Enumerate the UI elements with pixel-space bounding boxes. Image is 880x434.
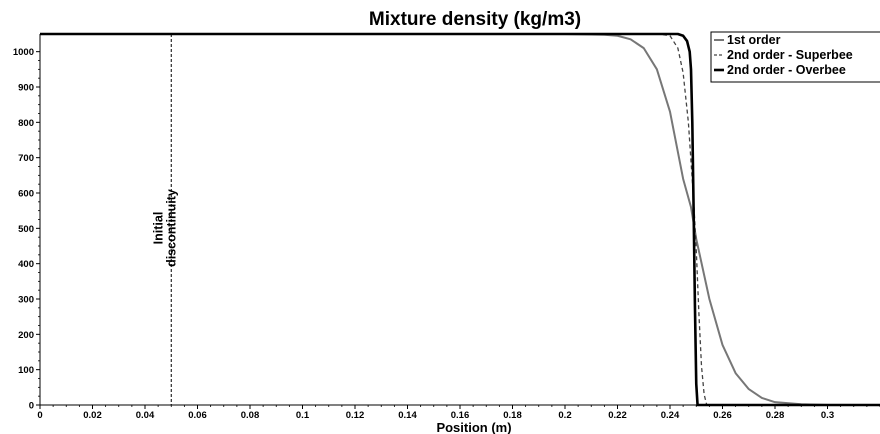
legend-label: 2nd order - Overbee — [727, 63, 846, 77]
chart-title: Mixture density (kg/m3) — [369, 9, 581, 30]
y-tick-label: 300 — [18, 295, 34, 306]
annotation-line: Initial — [151, 212, 165, 245]
series-line-3 — [40, 32, 880, 407]
x-tick-label: 0.08 — [241, 410, 260, 421]
y-tick-label: 400 — [18, 259, 34, 270]
y-tick-label: 500 — [18, 224, 34, 235]
y-tick-label: 700 — [18, 153, 34, 164]
x-tick-label: 0.06 — [188, 410, 207, 421]
x-tick-label: 0.26 — [713, 410, 732, 421]
y-tick-label: 100 — [18, 365, 34, 376]
x-tick-label: 0.28 — [766, 410, 785, 421]
x-tick-label: 0.24 — [661, 410, 680, 421]
series-line-2 — [40, 33, 880, 406]
x-tick-label: 0.04 — [136, 410, 155, 421]
x-axis-label: Position (m) — [436, 420, 511, 434]
y-tick-label: 600 — [18, 189, 34, 200]
x-tick-label: 0 — [37, 410, 42, 421]
y-tick-label: 200 — [18, 330, 34, 341]
x-tick-label: 0.02 — [83, 410, 102, 421]
y-tick-label: 800 — [18, 118, 34, 129]
x-tick-label: 0.1 — [296, 410, 310, 421]
annotation-layer: Initialdiscontinuity — [151, 34, 178, 405]
x-tick-label: 0.12 — [346, 410, 365, 421]
initial-discontinuity-label: Initialdiscontinuity — [151, 189, 178, 267]
axes-layer: 0 0.02 0.04 0.06 0.08 0.1 0.12 0.14 0.16 0.18 0.2 0… — [13, 34, 880, 421]
x-tick-label: 0.2 — [558, 410, 571, 421]
legend-label: 1st order — [727, 33, 781, 47]
y-tick-label: 0 — [29, 401, 34, 412]
series-layer — [40, 32, 880, 407]
y-tick-label: 1000 — [13, 47, 34, 58]
x-tick-label: 0.3 — [821, 410, 834, 421]
legend-box — [710, 31, 880, 83]
x-tick-label: 0.16 — [451, 410, 470, 421]
x-tick-label: 0.18 — [503, 410, 522, 421]
y-tick-label: 900 — [18, 83, 34, 94]
x-tick-label: 0.22 — [608, 410, 627, 421]
annotation-line: discontinuity — [164, 189, 178, 267]
legend-label: 2nd order - Superbee — [727, 48, 853, 62]
x-tick-label: 0.14 — [398, 410, 417, 421]
